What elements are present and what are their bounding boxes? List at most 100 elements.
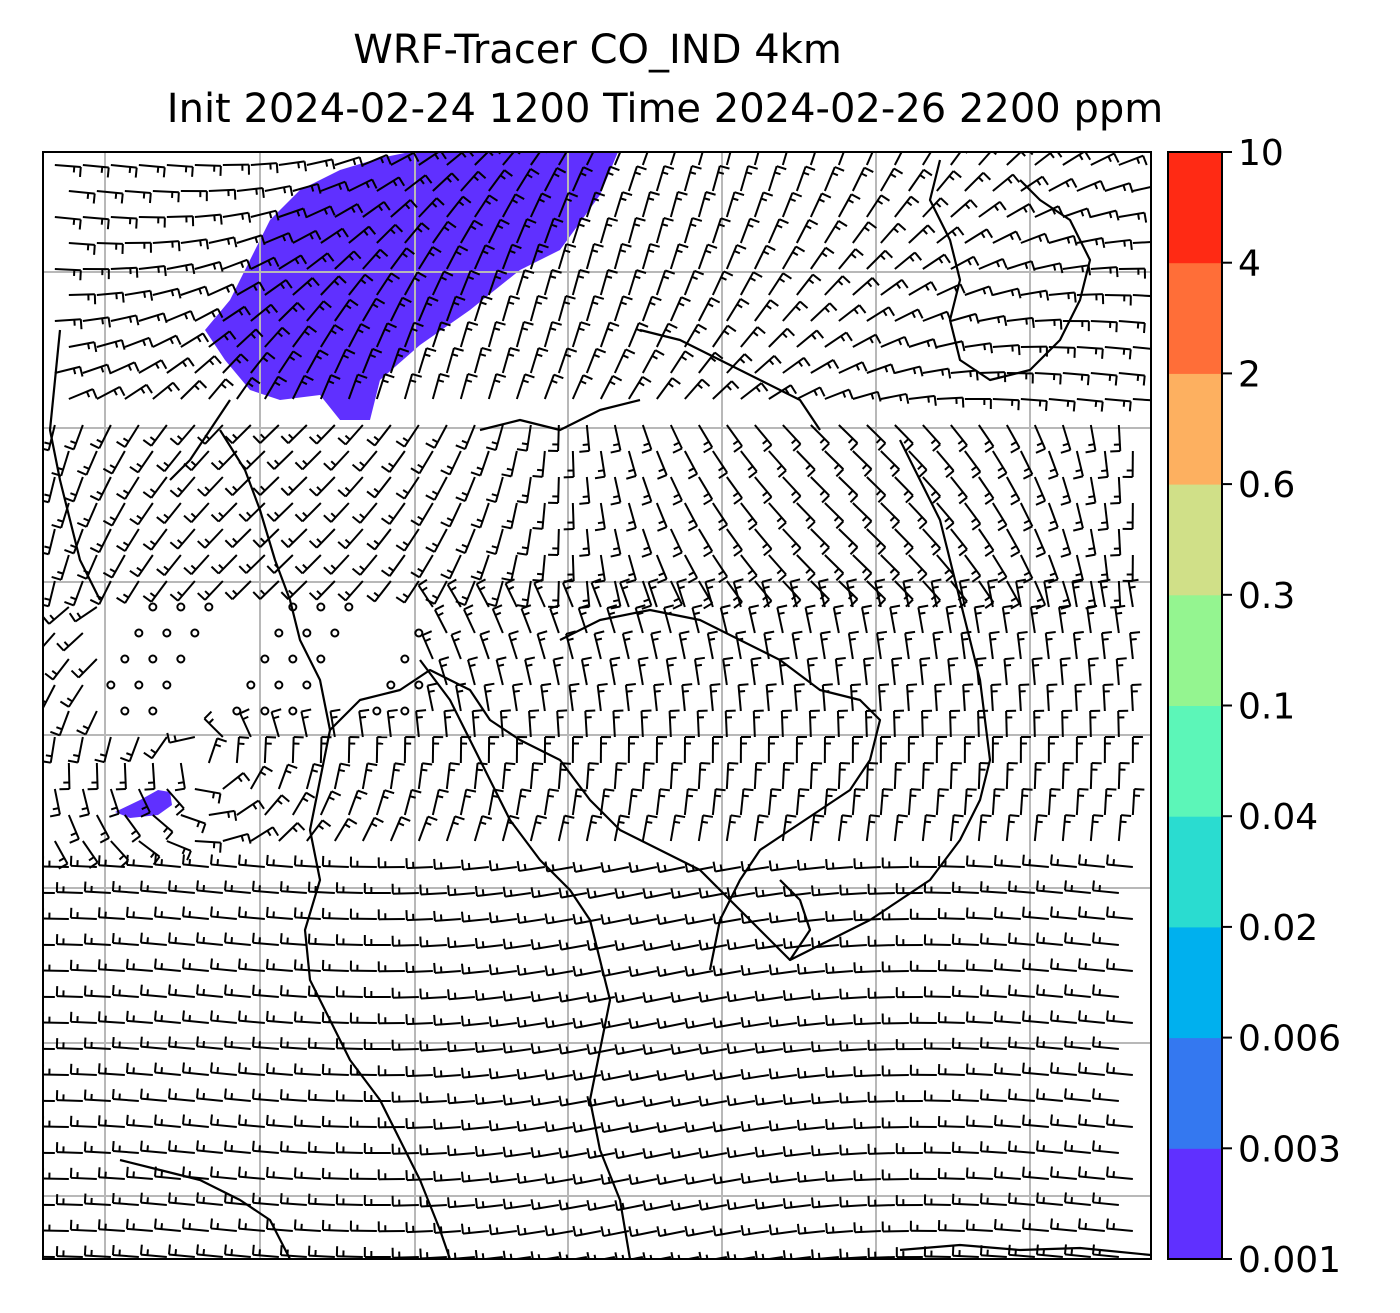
wind-barb — [676, 578, 687, 608]
wind-barb — [1090, 266, 1119, 278]
wind-barb — [810, 359, 840, 374]
wind-barb — [68, 190, 96, 204]
wind-barb — [634, 604, 646, 634]
wind-barb — [796, 859, 825, 871]
wind-barb — [1077, 906, 1105, 920]
wind-barb — [1035, 1192, 1063, 1206]
wind-barb — [819, 630, 831, 660]
wind-barb — [950, 528, 968, 557]
wind-barb — [678, 630, 690, 660]
wind-barb — [1117, 814, 1132, 842]
wind-barb — [796, 1171, 825, 1183]
wind-barb — [739, 788, 754, 816]
wind-barb — [1117, 762, 1130, 790]
wind-barb — [417, 296, 439, 322]
wind-barb — [795, 165, 816, 192]
wind-barb — [683, 554, 699, 584]
wind-barb — [473, 244, 495, 270]
wind-barb — [250, 162, 279, 174]
wind-barb — [964, 342, 994, 354]
wind-barb — [195, 1088, 223, 1102]
wind-barb — [55, 1194, 83, 1206]
wind-barb — [390, 152, 420, 166]
wind-barb — [110, 266, 139, 278]
wind-barb — [349, 1064, 377, 1076]
wind-barb — [390, 199, 418, 218]
wind-barb — [307, 933, 335, 946]
wind-barb — [516, 1224, 545, 1236]
wind-barb — [908, 224, 936, 244]
wind-barb — [167, 1192, 195, 1206]
wind-barb — [43, 1151, 55, 1154]
wind-barb — [979, 1245, 1007, 1258]
wind-barb — [782, 356, 811, 374]
wind-barb — [1077, 1114, 1105, 1128]
wind-barb — [1005, 528, 1021, 558]
wind-barb — [433, 910, 461, 922]
wind-barb — [697, 528, 714, 558]
wind-barb — [1016, 630, 1028, 660]
wind-barb — [209, 1218, 237, 1232]
wind-barb — [950, 369, 979, 381]
wind-barb — [102, 450, 126, 475]
wind-barb — [852, 502, 873, 529]
wind-barb — [1007, 880, 1035, 894]
wind-barb — [628, 1174, 658, 1186]
wind-barb — [572, 1225, 602, 1237]
wind-barb — [321, 1167, 349, 1180]
wind-barb — [455, 528, 476, 555]
wind-barb — [391, 883, 419, 895]
wind-barb — [951, 1245, 979, 1258]
wind-barb — [698, 1199, 728, 1211]
wind-barb — [361, 347, 383, 374]
wind-barb — [358, 708, 370, 738]
wind-barb — [125, 1062, 153, 1076]
wind-barb — [852, 333, 882, 348]
wind-barb — [307, 1089, 335, 1102]
wind-barb — [780, 709, 792, 738]
wind-barb — [993, 1218, 1021, 1232]
wind-barb — [1087, 657, 1099, 686]
wind-barb — [183, 450, 210, 472]
wind-barb — [405, 1222, 433, 1234]
wind-barb — [1063, 1192, 1091, 1206]
wind-barb — [447, 1145, 475, 1157]
wind-barb — [335, 1142, 363, 1154]
wind-barb — [1132, 294, 1151, 303]
wind-barb — [993, 1010, 1021, 1024]
wind-barb — [670, 1148, 700, 1159]
wind-barb — [264, 279, 293, 296]
wind-barb — [973, 604, 985, 634]
wind-calm-marker — [288, 602, 298, 612]
wind-barb — [363, 1194, 391, 1206]
wind-barb — [1097, 450, 1109, 479]
wind-barb — [431, 270, 454, 296]
wind-barb — [712, 1225, 742, 1237]
wind-barb — [936, 340, 966, 352]
wind-barb — [1132, 346, 1151, 355]
wind-barb — [557, 191, 579, 218]
wind-barb — [142, 424, 168, 447]
wind-barb — [405, 858, 433, 870]
wind-barb — [599, 165, 620, 192]
wind-barb — [979, 1193, 1007, 1206]
wind-barb — [69, 907, 97, 920]
wind-barb — [1131, 788, 1145, 816]
wind-barb — [129, 450, 154, 474]
wind-barb — [726, 1251, 756, 1259]
wind-barb — [963, 788, 977, 816]
wind-barb — [1033, 762, 1046, 790]
wind-barb — [922, 310, 952, 322]
wind-barb — [419, 1196, 447, 1208]
wind-barb — [181, 854, 209, 868]
wind-barb — [195, 1036, 223, 1050]
wind-barb — [43, 943, 55, 946]
wind-barb — [167, 880, 195, 894]
wind-barb — [670, 1252, 700, 1259]
wind-barb — [753, 191, 774, 218]
wind-barb — [97, 907, 125, 920]
wind-barb — [653, 683, 665, 712]
wind-barb — [174, 762, 186, 792]
wind-barb — [516, 860, 545, 872]
wind-barb — [669, 814, 686, 842]
